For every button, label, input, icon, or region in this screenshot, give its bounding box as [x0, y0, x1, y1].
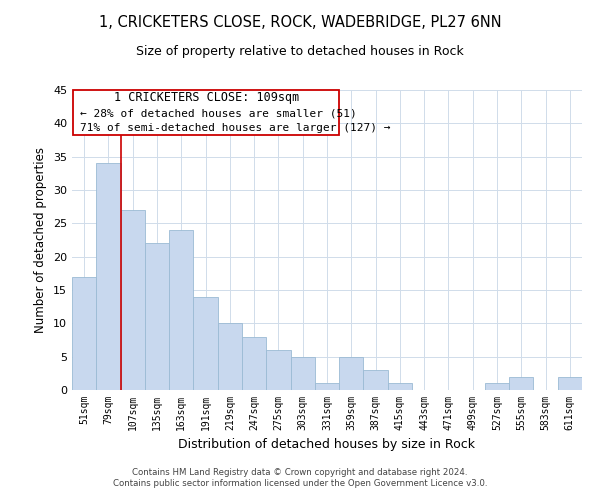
- Bar: [558, 376, 582, 390]
- Bar: [242, 336, 266, 390]
- Bar: [193, 296, 218, 390]
- Bar: [218, 324, 242, 390]
- Bar: [96, 164, 121, 390]
- Bar: [73, 90, 339, 136]
- Bar: [145, 244, 169, 390]
- Y-axis label: Number of detached properties: Number of detached properties: [34, 147, 47, 333]
- Bar: [121, 210, 145, 390]
- Bar: [364, 370, 388, 390]
- Bar: [169, 230, 193, 390]
- Text: 1, CRICKETERS CLOSE, ROCK, WADEBRIDGE, PL27 6NN: 1, CRICKETERS CLOSE, ROCK, WADEBRIDGE, P…: [98, 15, 502, 30]
- Bar: [290, 356, 315, 390]
- Bar: [339, 356, 364, 390]
- Bar: [485, 384, 509, 390]
- Text: ← 28% of detached houses are smaller (51): ← 28% of detached houses are smaller (51…: [80, 108, 357, 118]
- Bar: [266, 350, 290, 390]
- Text: Contains HM Land Registry data © Crown copyright and database right 2024.
Contai: Contains HM Land Registry data © Crown c…: [113, 468, 487, 487]
- Bar: [509, 376, 533, 390]
- X-axis label: Distribution of detached houses by size in Rock: Distribution of detached houses by size …: [179, 438, 476, 452]
- Bar: [315, 384, 339, 390]
- Text: 1 CRICKETERS CLOSE: 109sqm: 1 CRICKETERS CLOSE: 109sqm: [113, 92, 299, 104]
- Text: Size of property relative to detached houses in Rock: Size of property relative to detached ho…: [136, 45, 464, 58]
- Text: 71% of semi-detached houses are larger (127) →: 71% of semi-detached houses are larger (…: [80, 123, 391, 133]
- Bar: [388, 384, 412, 390]
- Bar: [72, 276, 96, 390]
